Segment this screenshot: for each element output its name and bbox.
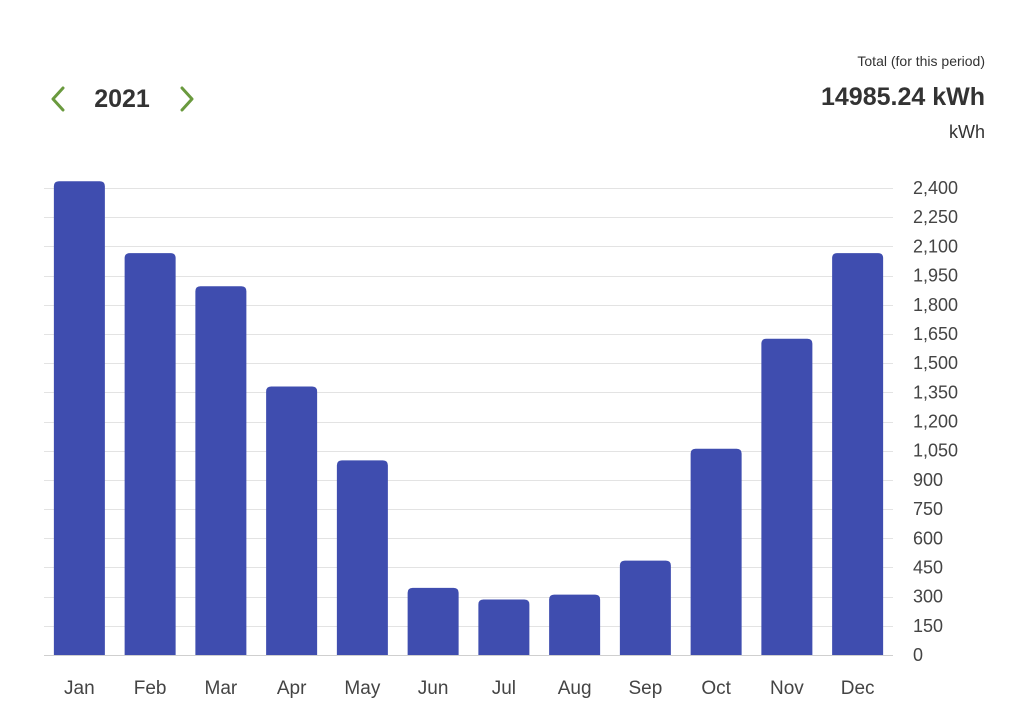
- bars: [53, 181, 884, 656]
- y-tick-label: 1,500: [913, 353, 958, 373]
- y-tick-label: 1,650: [913, 324, 958, 344]
- y-tick-label: 150: [913, 616, 943, 636]
- bar-may[interactable]: [336, 460, 388, 655]
- y-tick-label: 1,950: [913, 266, 958, 286]
- bar-feb[interactable]: [124, 253, 176, 655]
- y-tick-label: 600: [913, 528, 943, 548]
- y-tick-label: 2,100: [913, 236, 958, 256]
- x-tick-label: Mar: [205, 678, 238, 699]
- y-tick-label: 1,200: [913, 412, 958, 432]
- x-tick-label: May: [344, 678, 380, 699]
- total-label: Total (for this period): [857, 53, 985, 69]
- x-tick-label: Jan: [64, 678, 95, 699]
- total-value: 14985.24 kWh: [821, 83, 985, 111]
- bar-aug[interactable]: [549, 594, 601, 655]
- bar-oct[interactable]: [690, 448, 742, 655]
- x-tick-label: Aug: [558, 678, 592, 699]
- y-tick-label: 0: [913, 645, 923, 665]
- bar-jun[interactable]: [407, 587, 459, 655]
- bar-mar[interactable]: [195, 286, 247, 655]
- x-tick-label: Dec: [841, 678, 875, 699]
- y-tick-label: 900: [913, 470, 943, 490]
- bar-sep[interactable]: [619, 560, 671, 655]
- y-tick-label: 1,350: [913, 382, 958, 402]
- chevron-left-icon: [51, 86, 65, 112]
- x-tick-label: Jun: [418, 678, 449, 699]
- unit-label: kWh: [949, 122, 985, 142]
- bar-jan[interactable]: [53, 181, 105, 656]
- bar-apr[interactable]: [266, 386, 318, 655]
- y-tick-label: 450: [913, 557, 943, 577]
- chevron-right-icon: [180, 86, 194, 112]
- y-tick-label: 2,250: [913, 207, 958, 227]
- bar-jul[interactable]: [478, 599, 530, 655]
- x-tick-label: Apr: [277, 678, 307, 699]
- y-tick-label: 1,050: [913, 441, 958, 461]
- next-year-button[interactable]: [171, 84, 201, 114]
- bar-nov[interactable]: [761, 338, 813, 655]
- x-tick-label: Nov: [770, 678, 804, 699]
- previous-year-button[interactable]: [44, 84, 74, 114]
- y-tick-label: 1,800: [913, 295, 958, 315]
- x-axis-tick-labels: Jan Feb Mar Apr May Jun Jul Aug Sep Oct Nov Dec: [64, 678, 874, 699]
- x-tick-label: Oct: [701, 678, 731, 699]
- x-tick-label: Jul: [492, 678, 516, 699]
- y-tick-label: 300: [913, 587, 943, 607]
- y-tick-label: 750: [913, 499, 943, 519]
- y-tick-label: 2,400: [913, 178, 958, 198]
- grid-lines: [44, 188, 893, 656]
- x-tick-label: Feb: [134, 678, 167, 699]
- y-axis-tick-labels: 0 150 300 450 600 750 900 1,050 1,200 1,350 1,500 1…: [913, 178, 958, 665]
- bar-dec[interactable]: [832, 253, 884, 655]
- x-tick-label: Sep: [628, 678, 662, 699]
- year-label: 2021: [94, 85, 150, 113]
